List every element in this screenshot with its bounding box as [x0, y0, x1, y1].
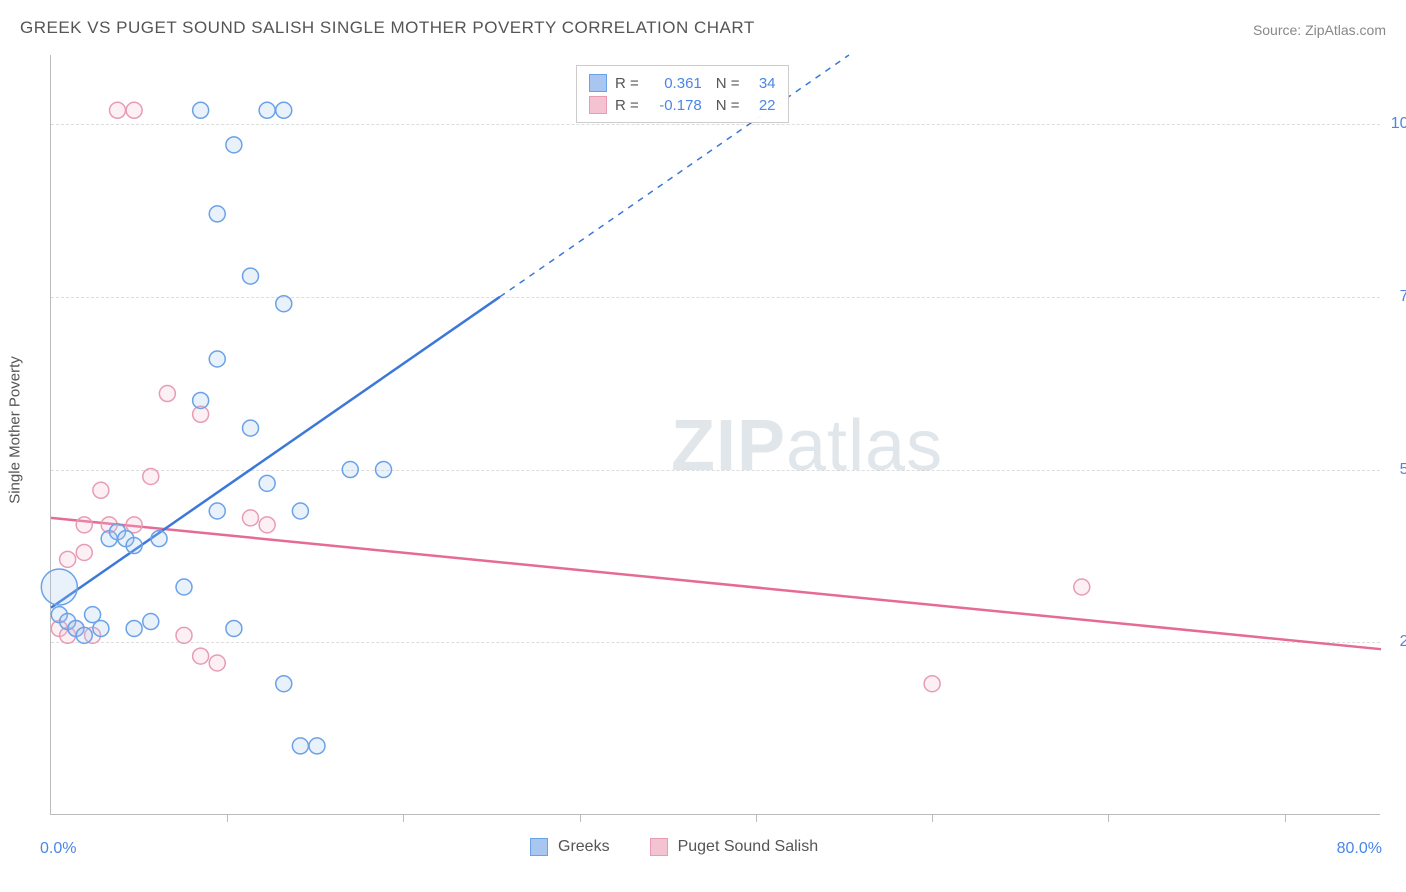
x-label-right: 80.0%	[1337, 840, 1382, 858]
x-tick	[227, 814, 228, 822]
data-point	[76, 544, 92, 560]
data-point	[243, 268, 259, 284]
chart-title: GREEK VS PUGET SOUND SALISH SINGLE MOTHE…	[20, 18, 755, 38]
swatch-puget	[650, 838, 668, 856]
data-point	[60, 551, 76, 567]
trend-line	[51, 297, 500, 608]
y-tick-label: 50.0%	[1390, 461, 1406, 479]
source-label: Source: ZipAtlas.com	[1253, 22, 1386, 38]
data-point	[276, 676, 292, 692]
data-point	[143, 614, 159, 630]
data-point	[209, 351, 225, 367]
r-label: R =	[615, 97, 639, 114]
data-point	[143, 468, 159, 484]
data-point	[292, 503, 308, 519]
x-tick	[756, 814, 757, 822]
data-point	[226, 620, 242, 636]
data-point	[93, 482, 109, 498]
scatter-plot	[51, 55, 1380, 814]
data-point	[226, 137, 242, 153]
r-value-puget: -0.178	[647, 97, 702, 114]
x-tick	[580, 814, 581, 822]
data-point	[243, 510, 259, 526]
legend-label-puget: Puget Sound Salish	[678, 838, 819, 856]
data-point	[126, 538, 142, 554]
data-point	[193, 392, 209, 408]
data-point	[151, 531, 167, 547]
x-tick	[1108, 814, 1109, 822]
data-point	[126, 620, 142, 636]
data-point	[209, 503, 225, 519]
data-point	[259, 517, 275, 533]
y-axis-label: Single Mother Poverty	[7, 356, 24, 504]
data-point	[209, 655, 225, 671]
x-tick	[403, 814, 404, 822]
data-point	[276, 102, 292, 118]
data-point	[309, 738, 325, 754]
data-point	[93, 620, 109, 636]
n-value-puget: 22	[748, 97, 776, 114]
n-label: N =	[716, 75, 740, 92]
x-tick	[932, 814, 933, 822]
legend-label-greeks: Greeks	[558, 838, 610, 856]
y-tick-label: 75.0%	[1390, 288, 1406, 306]
data-point	[41, 569, 77, 605]
data-point	[1074, 579, 1090, 595]
data-point	[209, 206, 225, 222]
n-value-greeks: 34	[748, 75, 776, 92]
stats-legend: R = 0.361 N = 34 R = -0.178 N = 22	[576, 65, 789, 123]
data-point	[292, 738, 308, 754]
y-tick-label: 100.0%	[1390, 115, 1406, 133]
r-label: R =	[615, 75, 639, 92]
x-label-left: 0.0%	[40, 840, 76, 858]
data-point	[159, 386, 175, 402]
data-point	[259, 475, 275, 491]
swatch-greeks	[530, 838, 548, 856]
data-point	[176, 579, 192, 595]
data-point	[126, 102, 142, 118]
data-point	[276, 296, 292, 312]
data-point	[924, 676, 940, 692]
swatch-greeks	[589, 74, 607, 92]
plot-area: 25.0%50.0%75.0%100.0% ZIPatlas R = 0.361…	[50, 55, 1380, 815]
data-point	[176, 627, 192, 643]
data-point	[342, 462, 358, 478]
data-point	[110, 102, 126, 118]
y-tick-label: 25.0%	[1390, 633, 1406, 651]
data-point	[376, 462, 392, 478]
x-tick	[1285, 814, 1286, 822]
stats-row-puget: R = -0.178 N = 22	[589, 94, 776, 116]
stats-row-greeks: R = 0.361 N = 34	[589, 72, 776, 94]
data-point	[193, 102, 209, 118]
r-value-greeks: 0.361	[647, 75, 702, 92]
n-label: N =	[716, 97, 740, 114]
trend-line	[51, 518, 1381, 649]
data-point	[76, 517, 92, 533]
data-point	[76, 627, 92, 643]
data-point	[243, 420, 259, 436]
series-legend: Greeks Puget Sound Salish	[530, 838, 818, 856]
data-point	[193, 648, 209, 664]
data-point	[259, 102, 275, 118]
swatch-puget	[589, 96, 607, 114]
